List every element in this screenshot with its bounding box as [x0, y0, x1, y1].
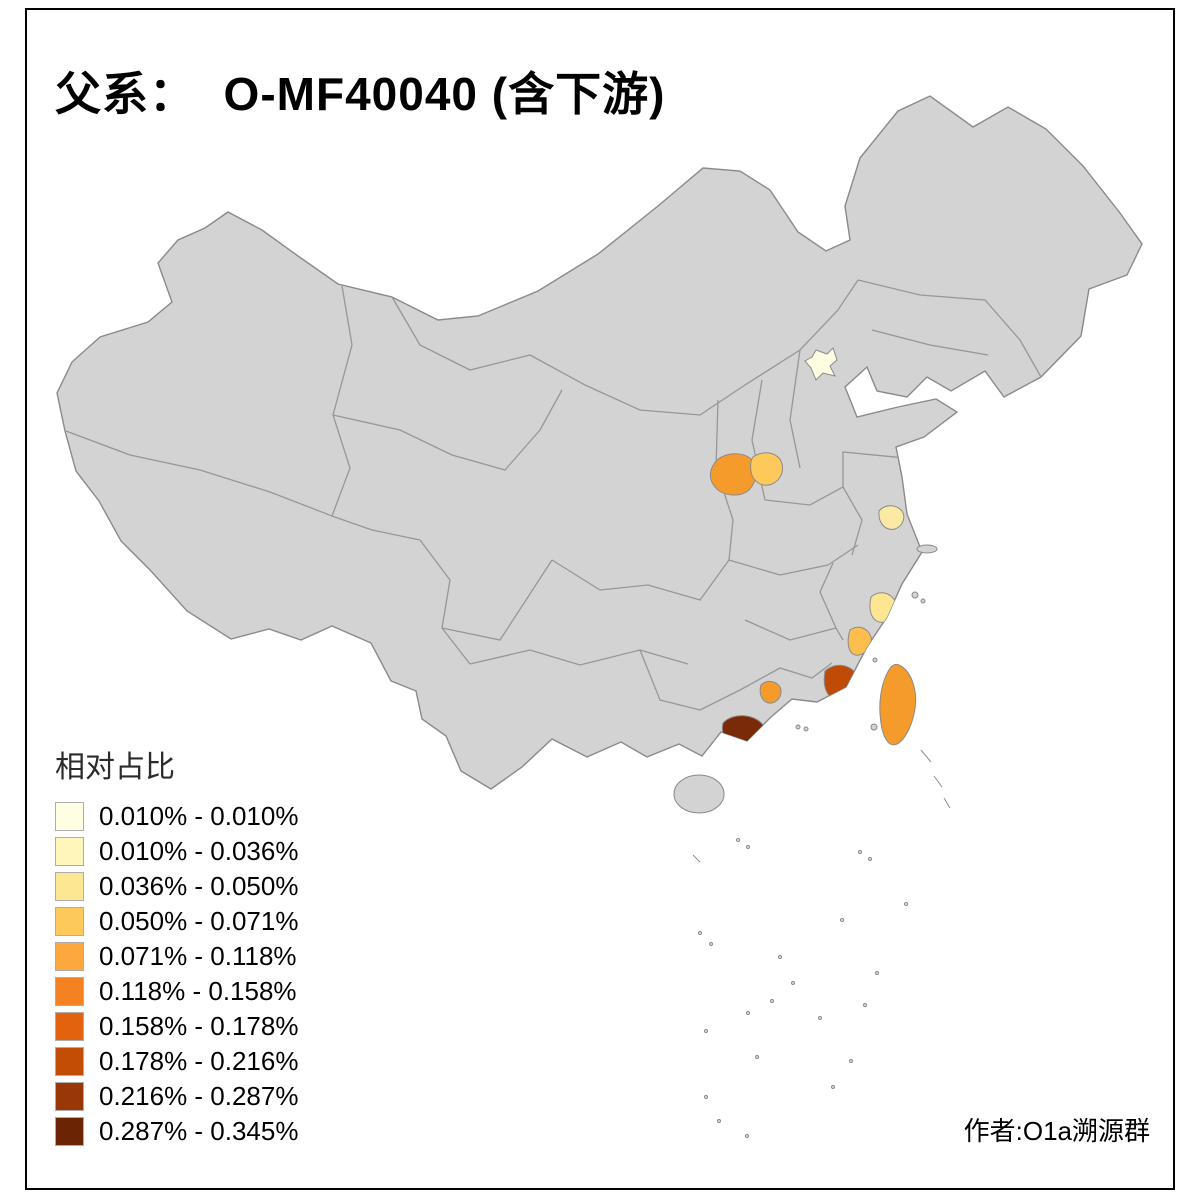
region-guangdong-east: [790, 700, 814, 725]
color-swatch: [55, 1047, 84, 1076]
legend-item: 0.118% - 0.158%: [55, 977, 298, 1006]
legend-item: 0.050% - 0.071%: [55, 907, 298, 936]
legend-item: 0.010% - 0.010%: [55, 802, 298, 831]
legend-label: 0.036% - 0.050%: [99, 871, 299, 901]
color-swatch: [55, 802, 84, 831]
legend-label: 0.287% - 0.345%: [99, 1116, 299, 1146]
map-legend: 相对占比 0.010% - 0.010% 0.010% - 0.036% 0.0…: [55, 742, 298, 1152]
legend-label: 0.118% - 0.158%: [99, 976, 297, 1006]
legend-item: 0.071% - 0.118%: [55, 942, 298, 971]
legend-item: 0.216% - 0.287%: [55, 1082, 298, 1111]
color-swatch: [55, 837, 84, 866]
legend-label: 0.050% - 0.071%: [99, 906, 299, 936]
color-swatch: [55, 1117, 84, 1146]
color-swatch: [55, 1012, 84, 1041]
legend-item: 0.036% - 0.050%: [55, 872, 298, 901]
color-swatch: [55, 1082, 84, 1111]
region-fujian-northeast: [847, 626, 872, 656]
region-zhejiang-east: [869, 592, 897, 623]
hainan-island: [673, 774, 725, 814]
south-china-sea-islets: [692, 749, 951, 1139]
legend-item: 0.158% - 0.178%: [55, 1012, 298, 1041]
legend-label: 0.010% - 0.036%: [99, 836, 299, 866]
legend-label: 0.178% - 0.216%: [99, 1046, 299, 1076]
region-fujian-south: [823, 664, 859, 702]
color-swatch: [55, 907, 84, 936]
legend-label: 0.010% - 0.010%: [99, 801, 299, 831]
coastal-islands: [673, 544, 938, 814]
legend-item: 0.178% - 0.216%: [55, 1047, 298, 1076]
legend-label: 0.216% - 0.287%: [99, 1081, 299, 1111]
region-jiangsu-south: [878, 505, 905, 530]
region-shanxi-south: [750, 452, 784, 486]
china-mainland-outline: [56, 95, 1143, 790]
legend-label: 0.158% - 0.178%: [99, 1011, 299, 1041]
region-guangdong-west: [721, 715, 766, 749]
color-swatch: [55, 942, 84, 971]
color-swatch: [55, 872, 84, 901]
mainland-group: [56, 95, 1143, 1139]
plot-frame: [25, 8, 1175, 1190]
legend-item: 0.287% - 0.345%: [55, 1117, 298, 1146]
legend-item: 0.010% - 0.036%: [55, 837, 298, 866]
legend-title: 相对占比: [55, 751, 175, 784]
region-beijing: [804, 347, 838, 381]
region-shaanxi-central: [709, 453, 757, 496]
color-swatch: [55, 977, 84, 1006]
legend-label: 0.071% - 0.118%: [99, 941, 297, 971]
author-credit: 作者:O1a溯源群: [963, 1116, 1150, 1146]
region-guangdong-north: [759, 680, 782, 704]
page-title: 父系： O-MF40040 (含下游): [55, 68, 666, 120]
region-taiwan: [879, 663, 917, 746]
